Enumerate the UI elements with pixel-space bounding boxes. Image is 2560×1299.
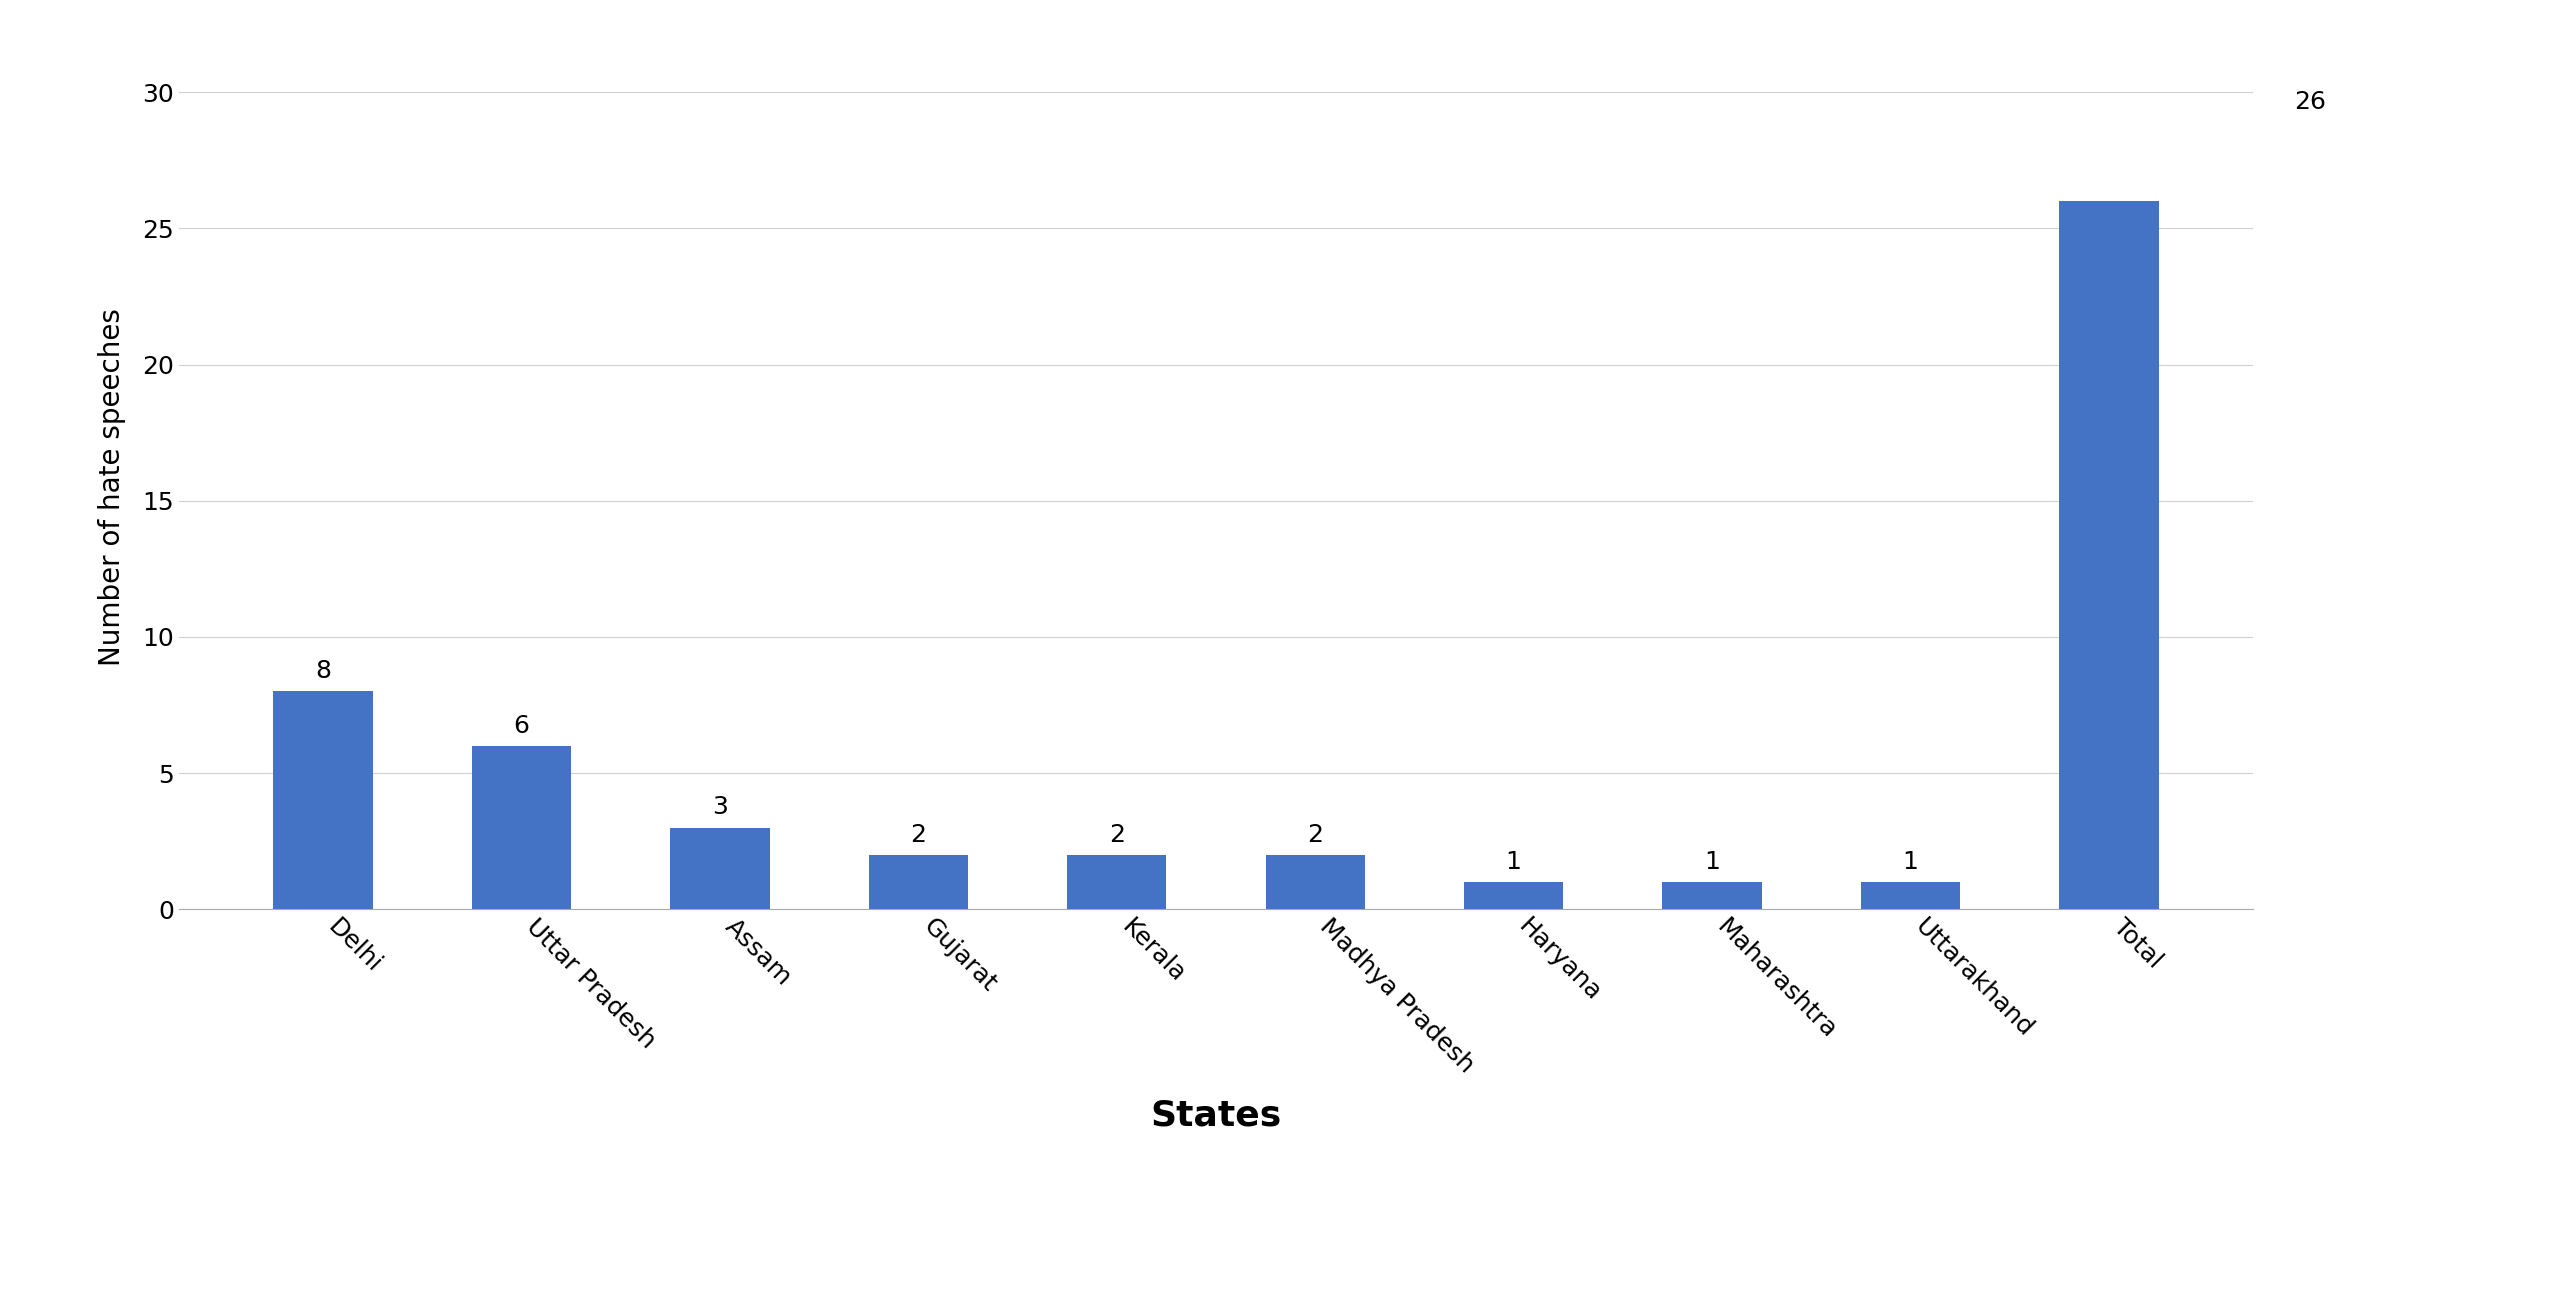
Bar xyxy=(274,691,374,909)
Text: 2: 2 xyxy=(1308,822,1324,847)
Text: 1: 1 xyxy=(1902,850,1917,874)
Text: 1: 1 xyxy=(1505,850,1521,874)
Bar xyxy=(1861,882,1961,909)
Bar xyxy=(471,746,571,909)
Bar xyxy=(1464,882,1564,909)
Text: 8: 8 xyxy=(315,659,330,683)
Text: 1: 1 xyxy=(1705,850,1720,874)
Bar xyxy=(1661,882,1761,909)
Y-axis label: Number of hate speeches: Number of hate speeches xyxy=(97,308,125,666)
Text: 3: 3 xyxy=(712,795,727,820)
X-axis label: States: States xyxy=(1149,1099,1283,1133)
Text: 2: 2 xyxy=(1108,822,1124,847)
Bar xyxy=(671,827,771,909)
Bar xyxy=(1068,855,1167,909)
Text: 2: 2 xyxy=(911,822,927,847)
Text: 26: 26 xyxy=(2294,91,2327,114)
Bar xyxy=(1265,855,1364,909)
Bar xyxy=(868,855,968,909)
Text: 6: 6 xyxy=(515,713,530,738)
Bar xyxy=(2058,201,2158,909)
